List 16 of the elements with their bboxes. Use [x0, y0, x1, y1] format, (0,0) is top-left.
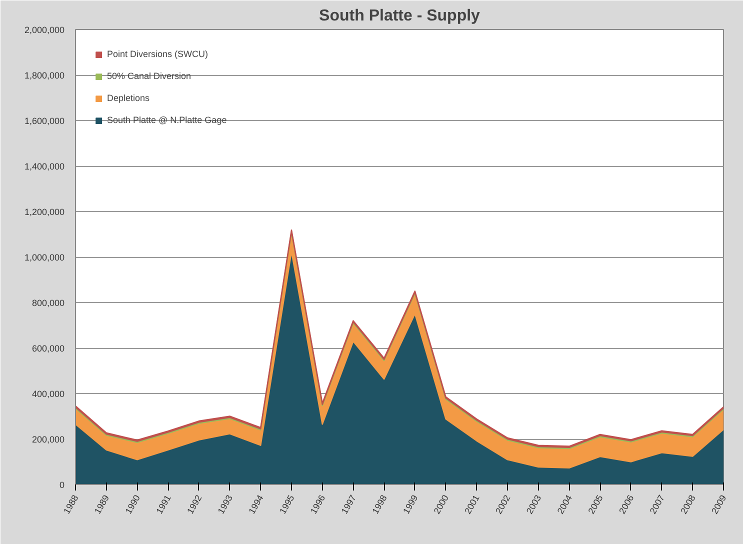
y-tick-label: 1,600,000: [24, 116, 65, 126]
y-tick-label: 400,000: [32, 389, 65, 399]
legend-label: Depletions: [107, 93, 150, 103]
legend-label: Point Diversions (SWCU): [107, 49, 208, 59]
y-tick-label: 1,400,000: [24, 162, 65, 172]
y-tick-label: 2,000,000: [24, 25, 65, 35]
y-tick-label: 1,800,000: [24, 70, 65, 80]
y-tick-label: 600,000: [32, 344, 65, 354]
y-tick-label: 1,200,000: [24, 207, 65, 217]
chart-title: South Platte - Supply: [319, 8, 480, 24]
y-tick-label: 200,000: [32, 434, 65, 444]
y-tick-label: 1,000,000: [24, 252, 65, 262]
y-tick-label: 800,000: [32, 298, 65, 308]
legend-label: South Platte @ N.Platte Gage: [107, 115, 227, 125]
y-tick-label: 0: [59, 480, 65, 490]
legend-label: 50% Canal Diversion: [107, 71, 192, 81]
